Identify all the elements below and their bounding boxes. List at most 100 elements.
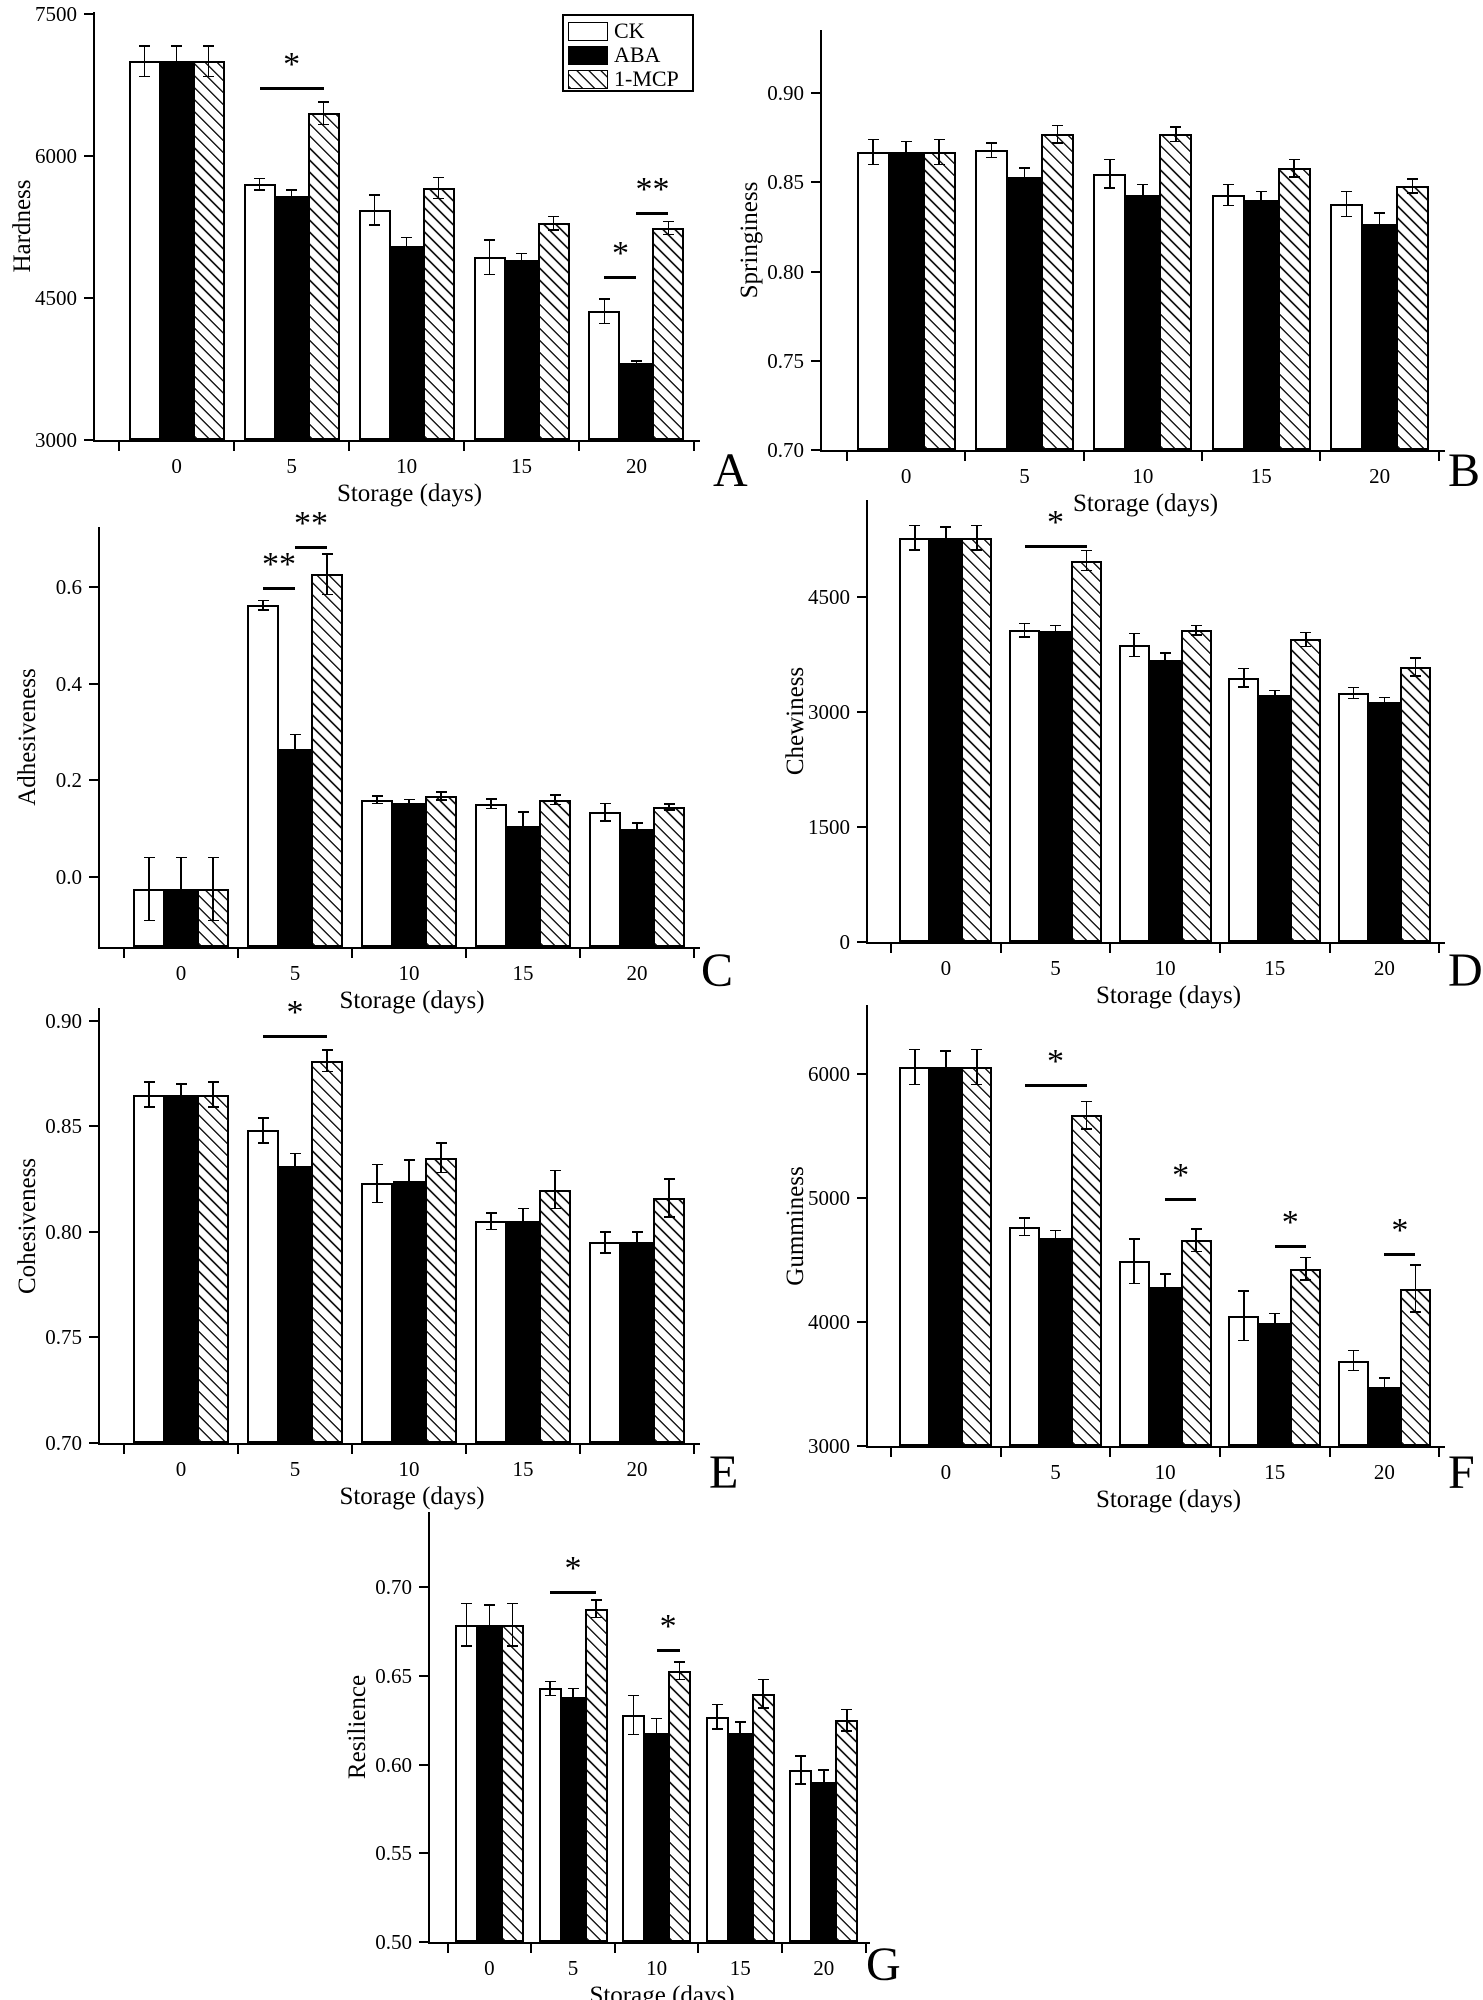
errorbar-cap	[143, 1081, 155, 1083]
errorbar-line	[1227, 184, 1229, 206]
x-tick-label: 0	[175, 1457, 187, 1481]
errorbar-cap	[171, 45, 183, 47]
bar-G-ABA-day20	[812, 1782, 836, 1942]
y-tick-label: 0.90	[45, 1008, 82, 1033]
y-tick	[811, 181, 820, 184]
errorbar-line	[667, 221, 670, 235]
bar-A-CK-day0	[128, 61, 161, 440]
errorbar-cap	[1255, 208, 1267, 210]
errorbar-cap	[631, 1252, 643, 1254]
errorbar-cap	[599, 802, 611, 805]
x-tick	[890, 1448, 893, 1457]
x-tick	[446, 1944, 449, 1953]
x-tick	[693, 1445, 695, 1454]
bar-B-CK-day20	[1330, 203, 1364, 450]
errorbar-line	[1274, 690, 1276, 700]
errorbar-cap	[1269, 699, 1281, 701]
bar-F-CK-day5	[1009, 1226, 1041, 1446]
y-axis-D	[866, 500, 868, 944]
bar-D-CK-day20	[1337, 693, 1369, 942]
errorbar-line	[976, 525, 978, 550]
errorbar-cap	[651, 1746, 663, 1748]
errorbar-line	[175, 46, 178, 77]
x-tick-label: 5	[1050, 956, 1061, 980]
errorbar-line	[976, 1049, 978, 1085]
errorbar-cap	[1378, 696, 1390, 699]
errorbar-line	[1142, 184, 1144, 206]
errorbar-cap	[318, 101, 330, 103]
significance-label: *	[611, 235, 629, 273]
bar-F-ABA-day15	[1259, 1323, 1291, 1446]
y-tick-label: 0.0	[55, 865, 82, 889]
legend-item-1-MCP: 1-MCP	[568, 67, 692, 91]
bar-G-1-MCP-day15	[751, 1693, 775, 1942]
significance-line	[1384, 1252, 1416, 1256]
errorbar-cap	[321, 553, 333, 555]
bar-A-ABA-day20	[620, 363, 653, 440]
bar-C-1-MCP-day5	[311, 574, 343, 947]
errorbar-cap	[940, 526, 952, 528]
errorbar-cap	[1347, 697, 1359, 700]
significance-label: *	[1047, 504, 1065, 542]
errorbar-cap	[598, 298, 610, 300]
x-tick	[1201, 452, 1204, 461]
bar-F-ABA-day0	[930, 1066, 962, 1446]
x-tick	[123, 1445, 125, 1454]
errorbar-cap	[1019, 622, 1031, 625]
y-tick-label: 3000	[808, 1434, 850, 1458]
errorbar-cap	[1128, 1238, 1140, 1240]
errorbar-cap	[1222, 204, 1234, 207]
errorbar-cap	[1238, 686, 1250, 688]
x-tick	[237, 1445, 239, 1454]
y-axis-E	[98, 1008, 100, 1445]
errorbar-cap	[1238, 1339, 1250, 1342]
errorbar-cap	[171, 75, 183, 78]
x-axis-title-C: Storage (days)	[339, 987, 485, 1014]
errorbar-line	[1260, 191, 1262, 210]
errorbar-cap	[517, 840, 529, 842]
bar-A-1-MCP-day20	[652, 227, 685, 440]
legend-swatch-1-MCP	[568, 69, 608, 89]
x-tick	[579, 949, 581, 958]
x-tick-label: 15	[512, 961, 534, 985]
errorbar-cap	[651, 1717, 663, 1720]
errorbar-cap	[403, 805, 415, 807]
errorbar-cap	[757, 1707, 769, 1709]
errorbar-line	[905, 141, 907, 163]
y-tick-label: 0.80	[45, 1219, 82, 1244]
errorbar-cap	[1238, 1290, 1250, 1292]
errorbar-cap	[630, 360, 642, 362]
x-axis-title-A: Storage (days)	[336, 480, 483, 507]
errorbar-line	[440, 1143, 442, 1173]
x-tick-label: 10	[398, 1457, 420, 1481]
errorbar-line	[1305, 632, 1307, 647]
bar-D-1-MCP-day10	[1180, 630, 1212, 942]
significance-label: *	[659, 1608, 677, 1646]
y-tick-label: 0.70	[45, 1431, 82, 1455]
errorbar-line	[376, 795, 378, 804]
errorbar-cap	[485, 807, 497, 810]
errorbar-cap	[663, 809, 675, 811]
errorbar-line	[490, 1212, 492, 1230]
errorbar-cap	[631, 833, 643, 836]
errorbar-cap	[483, 1604, 495, 1606]
errorbar-cap	[1288, 176, 1300, 178]
bar-G-CK-day20	[789, 1770, 813, 1942]
bar-E-CK-day5	[247, 1130, 279, 1443]
errorbar-cap	[1050, 1244, 1062, 1247]
x-tick-label: 0	[175, 961, 187, 985]
errorbar-line	[1023, 1218, 1026, 1236]
significance-line	[263, 587, 295, 591]
panel-letter-B: B	[1448, 444, 1481, 497]
bar-F-1-MCP-day0	[961, 1066, 993, 1446]
errorbar-cap	[139, 45, 151, 47]
significance-label: **	[294, 505, 328, 543]
errorbar-cap	[1378, 1377, 1390, 1379]
errorbar-cap	[1081, 569, 1093, 572]
errorbar-cap	[630, 364, 642, 367]
x-tick	[348, 442, 351, 451]
errorbar-cap	[321, 593, 333, 596]
x-axis-B	[820, 450, 1445, 452]
errorbar-cap	[711, 1703, 723, 1706]
bar-E-ABA-day20	[621, 1242, 653, 1443]
